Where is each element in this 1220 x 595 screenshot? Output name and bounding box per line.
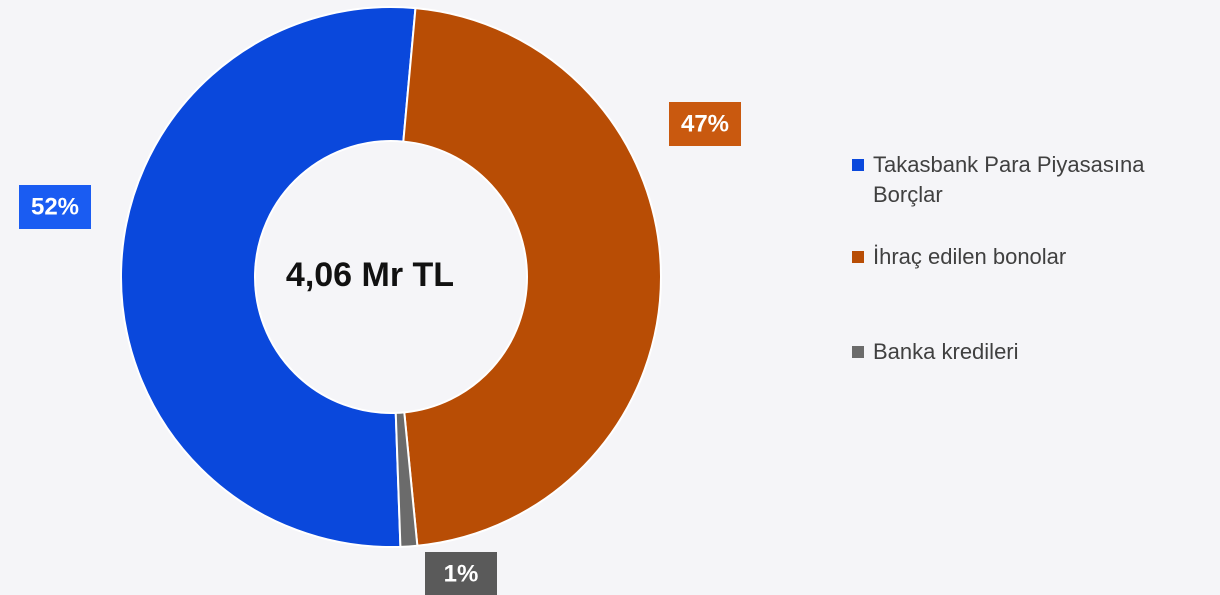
center-label: 4,06 Mr TL [286,256,454,294]
data-label: 1% [444,560,479,587]
label-box [425,552,497,595]
slice [394,411,419,548]
data-label: 47% [681,110,729,137]
legend-item: İhraç edilen bonolar [852,242,1212,272]
legend-item: Banka kredileri [852,337,1212,367]
legend-item: Takasbank Para Piyasasına Borçlar [852,150,1212,210]
legend-swatch [852,346,864,358]
slice [402,7,662,547]
legend-label: Banka kredileri [873,339,1019,364]
legend-label: Takasbank Para Piyasasına Borçlar [873,152,1145,207]
legend-swatch [852,251,864,263]
label-box [19,185,91,229]
data-label: 52% [31,193,79,220]
legend-swatch [852,159,864,171]
legend-label: İhraç edilen bonolar [873,244,1067,269]
label-box [669,102,741,146]
slice [120,6,417,548]
